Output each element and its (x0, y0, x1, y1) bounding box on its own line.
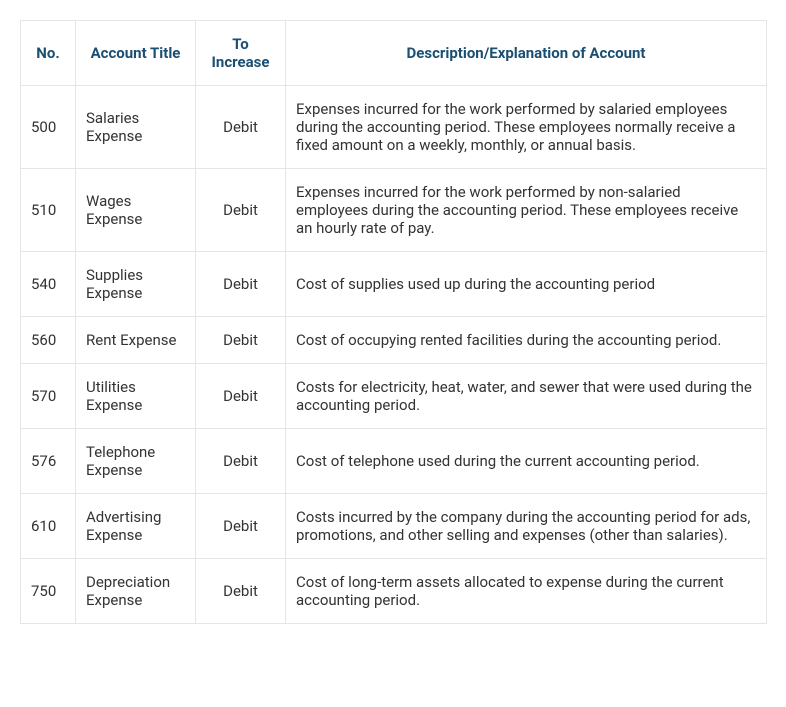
cell-desc: Cost of supplies used up during the acco… (286, 252, 767, 317)
cell-desc: Cost of long-term assets allocated to ex… (286, 559, 767, 624)
table-row: 576 Telephone Expense Debit Cost of tele… (21, 429, 767, 494)
table-row: 560 Rent Expense Debit Cost of occupying… (21, 317, 767, 364)
table-row: 750 Depreciation Expense Debit Cost of l… (21, 559, 767, 624)
cell-increase: Debit (196, 494, 286, 559)
table-header-row: No. Account Title To Increase Descriptio… (21, 21, 767, 86)
cell-increase: Debit (196, 317, 286, 364)
cell-title: Wages Expense (76, 169, 196, 252)
cell-no: 750 (21, 559, 76, 624)
cell-title: Rent Expense (76, 317, 196, 364)
cell-increase: Debit (196, 364, 286, 429)
cell-desc: Costs incurred by the company during the… (286, 494, 767, 559)
col-header-increase: To Increase (196, 21, 286, 86)
cell-desc: Expenses incurred for the work performed… (286, 169, 767, 252)
cell-no: 540 (21, 252, 76, 317)
col-header-no: No. (21, 21, 76, 86)
cell-increase: Debit (196, 429, 286, 494)
cell-no: 570 (21, 364, 76, 429)
cell-no: 500 (21, 86, 76, 169)
cell-desc: Costs for electricity, heat, water, and … (286, 364, 767, 429)
cell-desc: Expenses incurred for the work performed… (286, 86, 767, 169)
cell-increase: Debit (196, 86, 286, 169)
cell-no: 510 (21, 169, 76, 252)
cell-title: Advertising Expense (76, 494, 196, 559)
table-row: 540 Supplies Expense Debit Cost of suppl… (21, 252, 767, 317)
col-header-description: Description/Explanation of Account (286, 21, 767, 86)
table-row: 610 Advertising Expense Debit Costs incu… (21, 494, 767, 559)
table-row: 510 Wages Expense Debit Expenses incurre… (21, 169, 767, 252)
col-header-title: Account Title (76, 21, 196, 86)
cell-no: 560 (21, 317, 76, 364)
cell-desc: Cost of occupying rented facilities duri… (286, 317, 767, 364)
cell-desc: Cost of telephone used during the curren… (286, 429, 767, 494)
cell-increase: Debit (196, 252, 286, 317)
cell-no: 610 (21, 494, 76, 559)
cell-title: Depreciation Expense (76, 559, 196, 624)
cell-title: Supplies Expense (76, 252, 196, 317)
cell-title: Telephone Expense (76, 429, 196, 494)
table-row: 500 Salaries Expense Debit Expenses incu… (21, 86, 767, 169)
cell-title: Salaries Expense (76, 86, 196, 169)
table-row: 570 Utilities Expense Debit Costs for el… (21, 364, 767, 429)
table-body: 500 Salaries Expense Debit Expenses incu… (21, 86, 767, 624)
cell-title: Utilities Expense (76, 364, 196, 429)
cell-increase: Debit (196, 169, 286, 252)
accounts-table: No. Account Title To Increase Descriptio… (20, 20, 767, 624)
cell-no: 576 (21, 429, 76, 494)
cell-increase: Debit (196, 559, 286, 624)
